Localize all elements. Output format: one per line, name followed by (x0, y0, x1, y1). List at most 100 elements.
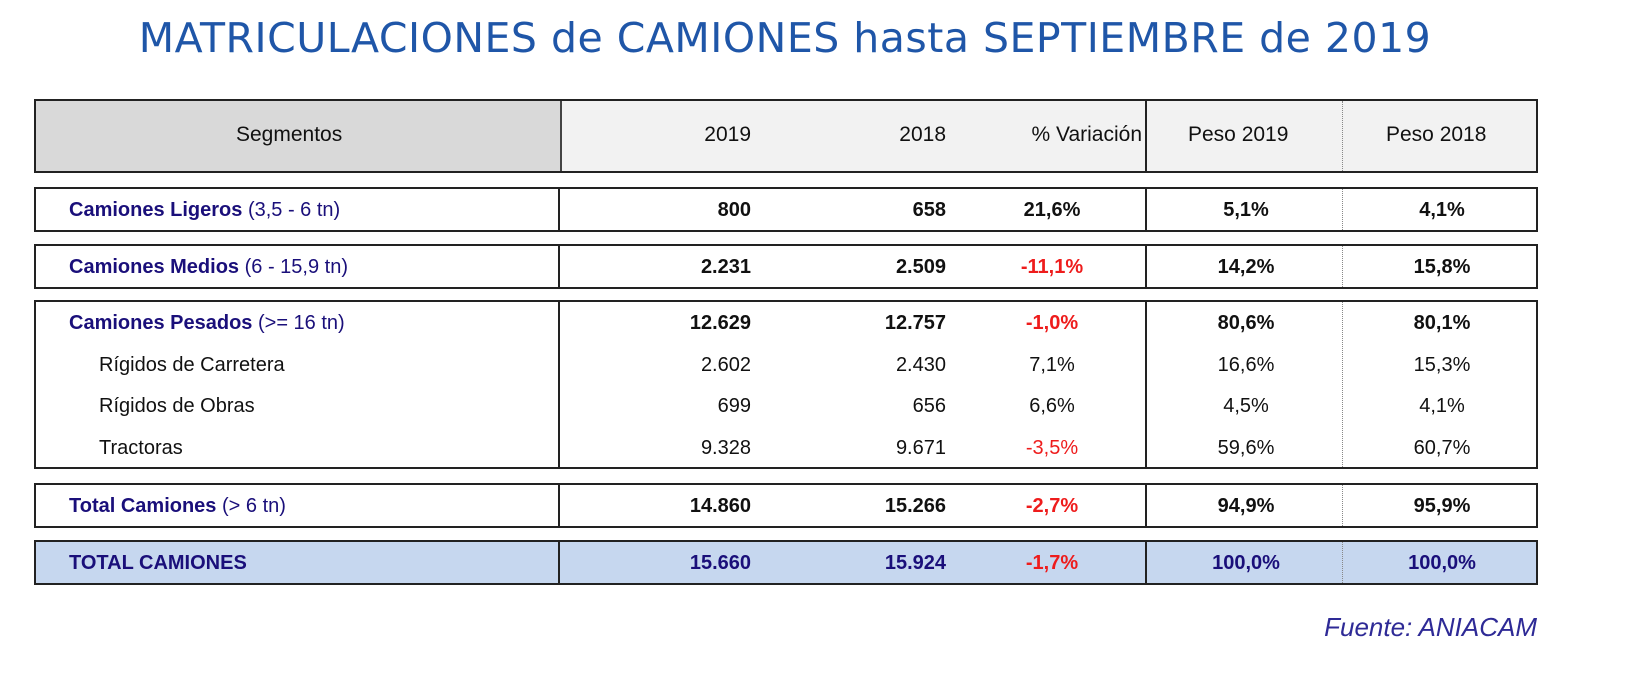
value-peso-2018: 4,1% (1419, 199, 1465, 221)
value-2018: 15.266 (884, 495, 946, 517)
divider (1342, 302, 1343, 467)
table-row: Camiones Pesados (>= 16 tn) 12.629 12.757 -… (36, 302, 1536, 344)
value-2018: 2.430 (895, 353, 946, 376)
row-label: Tractoras (99, 437, 183, 460)
divider (1342, 189, 1343, 230)
segment-name: Camiones Pesados (69, 312, 253, 334)
segment-name: Camiones Ligeros (69, 199, 243, 221)
table-row: Tractoras 9.328 9.671 -3,5% 59,6% 60,7% (36, 427, 1536, 469)
row-label: Rígidos de Carretera (99, 354, 285, 377)
segment-range: (> 6 tn) (222, 495, 286, 517)
table-block: Camiones Medios (6 - 15,9 tn) 2.231 2.509 -… (34, 244, 1538, 289)
segment-name: Tractoras (99, 436, 183, 459)
divider (558, 485, 560, 526)
value-variacion: -11,1% (1020, 256, 1084, 278)
row-label: Total Camiones (> 6 tn) (69, 495, 286, 518)
segment-name: Total Camiones (69, 495, 222, 517)
value-peso-2018: 100,0% (1408, 552, 1476, 574)
table-row: Rígidos de Carretera 2.602 2.430 7,1% 16,6% 1… (36, 344, 1536, 386)
table-row: Rígidos de Obras 699 656 6,6% 4,5% 4,1% (36, 385, 1536, 427)
row-label: Rígidos de Obras (99, 395, 255, 418)
divider (1342, 542, 1343, 583)
grand-total-block: TOTAL CAMIONES 15.660 15.924 -1,7% 100,0% 100… (34, 540, 1538, 585)
value-variacion: -1,7% (1025, 552, 1079, 574)
segment-range: (6 - 15,9 tn) (239, 256, 348, 278)
header-peso-2018: Peso 2018 (1386, 123, 1487, 146)
value-2019: 2.602 (700, 353, 751, 376)
table-row: TOTAL CAMIONES 15.660 15.924 -1,7% 100,0% 100… (36, 542, 1536, 584)
segment-name: Rígidos de Carretera (99, 353, 285, 376)
value-2019: 14.860 (689, 495, 751, 517)
value-peso-2019: 100,0% (1212, 552, 1280, 574)
value-variacion: -1,0% (1025, 312, 1079, 334)
value-peso-2019: 5,1% (1223, 199, 1269, 221)
value-2019: 12.629 (689, 312, 751, 334)
value-2018: 2.509 (895, 256, 946, 278)
row-label: Camiones Pesados (>= 16 tn) (69, 312, 345, 335)
divider (1145, 101, 1147, 171)
value-peso-2018: 60,7% (1413, 436, 1471, 459)
value-2018: 658 (912, 199, 946, 221)
table-block: Camiones Pesados (>= 16 tn) 12.629 12.757 -… (34, 300, 1538, 469)
value-peso-2018: 80,1% (1413, 312, 1471, 334)
value-peso-2018: 15,3% (1413, 353, 1471, 376)
value-peso-2018: 15,8% (1413, 256, 1471, 278)
value-2019: 2.231 (700, 256, 751, 278)
value-variacion: 6,6% (1029, 395, 1075, 417)
segment-name: TOTAL CAMIONES (69, 552, 247, 574)
value-2018: 12.757 (884, 312, 946, 334)
table-block: Total Camiones (> 6 tn) 14.860 15.266 -2,7%… (34, 483, 1538, 528)
table-header: Segmentos 2019 2018 % Variación Peso 201… (34, 99, 1538, 173)
value-peso-2019: 59,6% (1217, 436, 1275, 459)
header-variacion: % Variación (1031, 123, 1143, 146)
divider (1342, 246, 1343, 287)
table-block: Camiones Ligeros (3,5 - 6 tn) 800 658 21,6%… (34, 187, 1538, 232)
row-label: TOTAL CAMIONES (69, 552, 247, 575)
segment-range: (3,5 - 6 tn) (242, 199, 341, 221)
divider (1145, 542, 1147, 583)
value-2018: 15.924 (884, 552, 946, 574)
value-peso-2019: 14,2% (1217, 256, 1275, 278)
value-2019: 699 (717, 395, 751, 417)
value-peso-2019: 94,9% (1217, 495, 1275, 517)
value-peso-2018: 95,9% (1413, 495, 1471, 517)
value-2019: 15.660 (689, 552, 751, 574)
header-2019: 2019 (704, 123, 751, 146)
divider (558, 542, 560, 583)
value-variacion: 7,1% (1029, 353, 1075, 376)
source-note: Fuente: ANIACAM (1324, 612, 1537, 642)
header-2018: 2018 (899, 123, 946, 146)
value-2018: 9.671 (895, 436, 946, 459)
chart-title: MATRICULACIONES de CAMIONES hasta SEPTIE… (138, 14, 1432, 62)
divider (1145, 246, 1147, 287)
table-row: Camiones Ligeros (3,5 - 6 tn) 800 658 21,6%… (36, 189, 1536, 231)
row-label: Camiones Medios (6 - 15,9 tn) (69, 256, 348, 279)
value-variacion: -2,7% (1025, 495, 1079, 517)
divider (1342, 485, 1343, 526)
table-row: Camiones Medios (6 - 15,9 tn) 2.231 2.509 -… (36, 246, 1536, 288)
table-row: Total Camiones (> 6 tn) 14.860 15.266 -2,7%… (36, 485, 1536, 527)
value-peso-2019: 16,6% (1217, 353, 1275, 376)
value-peso-2019: 80,6% (1217, 312, 1275, 334)
value-2019: 800 (717, 199, 751, 221)
divider (558, 189, 560, 230)
value-2018: 656 (912, 395, 946, 417)
value-peso-2018: 4,1% (1419, 395, 1465, 417)
divider (1342, 101, 1343, 171)
header-peso-2019: Peso 2019 (1188, 123, 1289, 146)
segment-name: Rígidos de Obras (99, 395, 255, 417)
row-label: Camiones Ligeros (3,5 - 6 tn) (69, 199, 340, 222)
value-variacion: -3,5% (1025, 436, 1079, 459)
divider (558, 246, 560, 287)
value-2019: 9.328 (700, 436, 751, 459)
header-segmentos: Segmentos (236, 123, 343, 146)
divider (558, 302, 560, 467)
segment-name: Camiones Medios (69, 256, 240, 278)
segment-range: (>= 16 tn) (252, 312, 345, 334)
divider (1145, 189, 1147, 230)
divider (1145, 302, 1147, 467)
header-segment-cell (36, 101, 562, 171)
value-variacion: 21,6% (1023, 199, 1081, 221)
divider (1145, 485, 1147, 526)
value-peso-2019: 4,5% (1223, 395, 1269, 417)
